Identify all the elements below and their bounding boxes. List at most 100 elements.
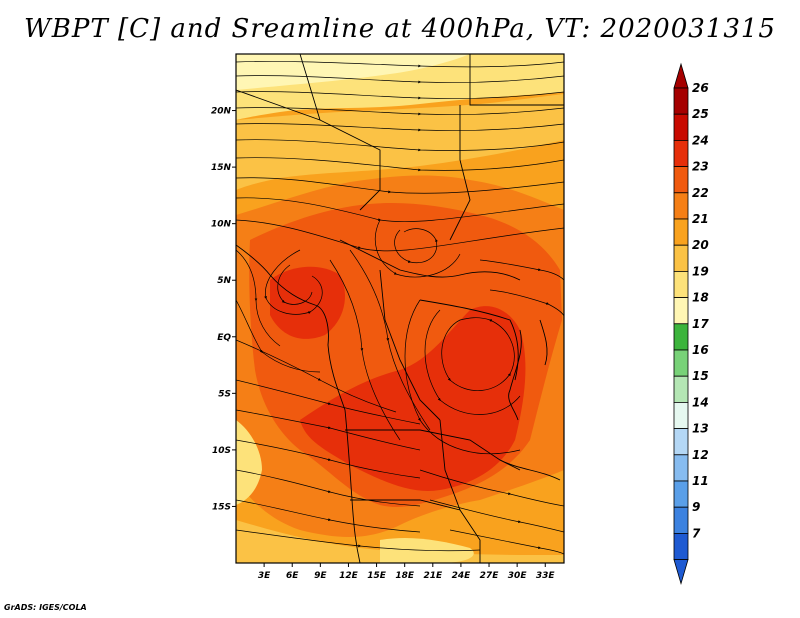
streamline xyxy=(429,499,564,533)
lon-tick-label: 33E xyxy=(536,571,556,581)
colorbar-swatch xyxy=(673,454,689,482)
lon-tick-label: 18E xyxy=(395,571,415,581)
latitude-axis: 20N 15N 10N 5N EQ 5S 10S 15S xyxy=(211,107,236,512)
wbpt-band-20-south xyxy=(236,520,564,563)
colorbar-swatch xyxy=(673,166,689,194)
lat-tick-label: 10N xyxy=(211,220,232,230)
border-central-2 xyxy=(379,269,441,421)
streamline xyxy=(236,91,564,100)
lon-tick-label: 30E xyxy=(508,571,528,581)
colorbar-swatch xyxy=(673,349,689,377)
lat-tick-label: 20N xyxy=(211,107,232,117)
border-north-4 xyxy=(469,54,564,106)
colorbar-swatch xyxy=(673,192,689,220)
streamline xyxy=(236,197,564,222)
lat-tick-label: 15S xyxy=(212,502,231,512)
colorbar-swatch xyxy=(673,87,689,115)
colorbar-label: 16 xyxy=(692,343,709,357)
country-borders xyxy=(236,54,564,563)
streamline xyxy=(329,259,401,441)
colorbar-label: 20 xyxy=(692,238,709,252)
colorbar-label: 26 xyxy=(692,81,709,95)
border-south-3 xyxy=(439,419,461,511)
streamline xyxy=(277,264,313,305)
lat-tick-label: EQ xyxy=(217,333,231,343)
lat-tick-label: 5N xyxy=(217,276,231,286)
colorbar-swatch xyxy=(673,506,689,534)
streamline xyxy=(236,123,564,132)
lon-tick-label: 21E xyxy=(423,571,443,581)
colorbar-label: 12 xyxy=(692,448,709,462)
border-north-1 xyxy=(236,89,381,211)
streamline xyxy=(349,249,431,431)
lon-tick-label: 24E xyxy=(452,571,472,581)
colorbar-swatch xyxy=(673,244,689,272)
streamline xyxy=(236,379,421,425)
colorbar-swatch xyxy=(673,113,689,141)
streamline xyxy=(479,259,564,281)
colorbar-swatch xyxy=(673,270,689,298)
colorbar-bottom-cap xyxy=(673,559,689,586)
lon-tick-label: 6E xyxy=(286,571,299,581)
lake-east-2 xyxy=(539,319,548,366)
lake-east-1 xyxy=(508,329,522,421)
streamline xyxy=(236,439,421,479)
colorbar-label: 15 xyxy=(692,369,709,383)
lon-tick-label: 15E xyxy=(367,571,387,581)
colorbar-swatch xyxy=(673,428,689,456)
streamline xyxy=(374,219,461,278)
colorbar-swatch xyxy=(673,297,689,325)
wbpt-field xyxy=(236,54,564,563)
streamline xyxy=(236,499,421,533)
colorbar-swatch xyxy=(673,533,689,561)
streamline xyxy=(419,469,564,507)
streamline xyxy=(489,289,564,317)
colorbar-swatch xyxy=(673,323,689,351)
border-central-1 xyxy=(339,239,521,281)
streamline xyxy=(449,529,564,555)
colorbar-label: 19 xyxy=(692,264,709,278)
colorbar-label: 14 xyxy=(692,395,709,409)
streamline xyxy=(236,529,481,552)
streamline xyxy=(264,249,323,315)
streamline xyxy=(236,177,564,194)
lon-tick-label: 9E xyxy=(314,571,327,581)
colorbar-top-cap xyxy=(673,62,689,89)
streamline xyxy=(404,299,521,455)
lat-tick-label: 10S xyxy=(212,446,231,456)
colorbar-swatch xyxy=(673,375,689,403)
lon-tick-label: 27E xyxy=(480,571,500,581)
border-east xyxy=(499,459,561,481)
colorbar-label: 24 xyxy=(692,133,709,147)
colorbar-swatch xyxy=(673,401,689,429)
streamlines xyxy=(236,61,564,555)
streamline xyxy=(441,317,515,392)
colorbar-label: 25 xyxy=(692,107,709,121)
colorbar-label: 21 xyxy=(692,212,709,226)
lon-tick-label: 12E xyxy=(339,571,359,581)
streamline xyxy=(236,249,281,347)
colorbar-swatch xyxy=(673,218,689,246)
streamline xyxy=(236,139,564,152)
streamline xyxy=(394,228,438,264)
streamline xyxy=(236,107,564,116)
colorbar-swatch xyxy=(673,139,689,167)
colorbar: 26 25 24 23 22 21 20 19 18 17 16 15 14 13 12 11 9 7 xyxy=(673,62,709,586)
colorbar-label: 9 xyxy=(692,500,700,514)
lon-tick-label: 3E xyxy=(258,571,271,581)
streamline xyxy=(236,409,421,451)
colorbar-label: 7 xyxy=(692,526,701,540)
colorbar-label: 18 xyxy=(692,291,709,305)
colorbar-label: 17 xyxy=(692,317,709,331)
streamline xyxy=(236,299,321,373)
colorbar-label: 22 xyxy=(692,186,709,200)
longitude-axis: 3E 6E 9E 12E 15E 18E 21E 24E 27E 30E 33E xyxy=(258,563,556,581)
streamline xyxy=(236,219,564,252)
streamline xyxy=(236,61,564,68)
wbpt-band-18-north xyxy=(236,54,470,90)
map-frame xyxy=(235,53,565,564)
lat-tick-label: 15N xyxy=(211,163,232,173)
wbpt-band-20-north xyxy=(236,94,564,190)
streamline xyxy=(236,75,564,84)
